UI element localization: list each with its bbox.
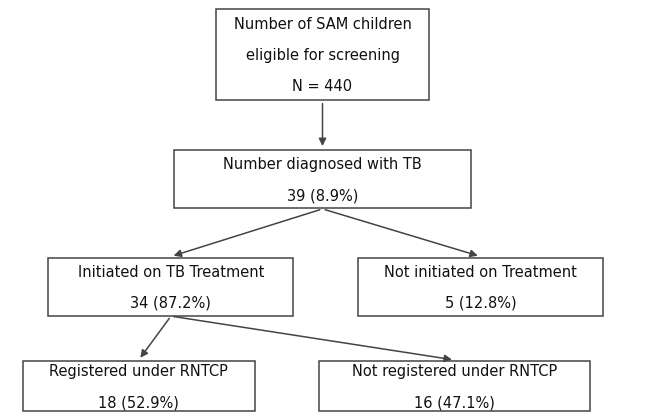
Text: Not registered under RNTCP: Not registered under RNTCP: [352, 363, 557, 378]
Text: 39 (8.9%): 39 (8.9%): [287, 188, 358, 203]
Text: eligible for screening: eligible for screening: [246, 48, 399, 63]
Text: Not initiated on Treatment: Not initiated on Treatment: [384, 264, 577, 279]
Text: 18 (52.9%): 18 (52.9%): [98, 394, 179, 409]
Text: Initiated on TB Treatment: Initiated on TB Treatment: [78, 264, 264, 279]
FancyBboxPatch shape: [358, 258, 603, 316]
FancyBboxPatch shape: [23, 361, 255, 411]
FancyBboxPatch shape: [174, 151, 471, 209]
Text: Number diagnosed with TB: Number diagnosed with TB: [223, 157, 422, 172]
Text: Number of SAM children: Number of SAM children: [233, 17, 412, 32]
FancyBboxPatch shape: [48, 258, 293, 316]
Text: 34 (87.2%): 34 (87.2%): [130, 295, 212, 310]
Text: 16 (47.1%): 16 (47.1%): [414, 394, 495, 409]
FancyBboxPatch shape: [319, 361, 590, 411]
Text: 5 (12.8%): 5 (12.8%): [444, 295, 517, 310]
Text: Registered under RNTCP: Registered under RNTCP: [49, 363, 228, 378]
Text: N = 440: N = 440: [292, 79, 353, 94]
FancyBboxPatch shape: [216, 10, 429, 101]
